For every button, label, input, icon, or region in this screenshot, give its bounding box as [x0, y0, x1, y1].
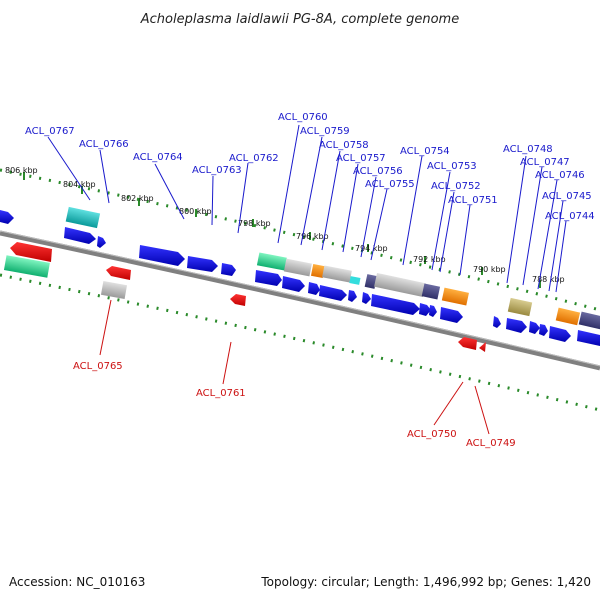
- genome-backbone: [0, 230, 600, 371]
- gene-label[interactable]: ACL_0753: [427, 161, 477, 172]
- gene-arrow[interactable]: [0, 210, 14, 224]
- gene-arrow[interactable]: [64, 227, 96, 244]
- gene-block[interactable]: [349, 276, 361, 285]
- gene-block[interactable]: [322, 265, 352, 283]
- upper-gene-labels: ACL_0767 ACL_0766 ACL_0764 ACL_0763 ACL_…: [25, 112, 595, 222]
- gene-arrow[interactable]: [458, 337, 477, 350]
- gene-label[interactable]: ACL_0767: [25, 126, 75, 137]
- gene-label[interactable]: ACL_0761: [196, 388, 246, 399]
- gene-label[interactable]: ACL_0755: [365, 179, 415, 190]
- gene-arrow[interactable]: [371, 294, 420, 315]
- lower-tick-ring: [0, 273, 600, 412]
- gene-block[interactable]: [578, 311, 600, 330]
- gene-block[interactable]: [256, 252, 287, 271]
- gene-arrow[interactable]: [429, 305, 437, 317]
- kbp-label: 798 kbp: [238, 219, 271, 228]
- genome-summary-text: Topology: circular; Length: 1,496,992 bp…: [260, 575, 591, 589]
- gene-label[interactable]: ACL_0746: [535, 170, 585, 181]
- gene-features-outer: [0, 206, 600, 330]
- gene-features-reverse: [3, 242, 486, 352]
- gene-arrow[interactable]: [479, 342, 486, 352]
- gene-label[interactable]: ACL_0758: [319, 140, 369, 151]
- gene-arrow[interactable]: [319, 285, 347, 301]
- gene-label[interactable]: ACL_0752: [431, 181, 481, 192]
- gene-label[interactable]: ACL_0765: [73, 361, 123, 372]
- kbp-label: 806 kbp: [5, 166, 38, 175]
- gene-label[interactable]: ACL_0749: [466, 438, 516, 449]
- gene-features-inner: [64, 227, 600, 346]
- gene-label[interactable]: ACL_0757: [336, 153, 386, 164]
- gene-arrow[interactable]: [493, 316, 501, 328]
- gene-arrow[interactable]: [106, 266, 131, 280]
- gene-arrow[interactable]: [187, 256, 218, 272]
- gene-arrow[interactable]: [282, 276, 305, 292]
- gene-arrow[interactable]: [97, 236, 106, 248]
- gene-arrow[interactable]: [529, 321, 540, 334]
- gene-label[interactable]: ACL_0750: [407, 429, 457, 440]
- gene-label[interactable]: ACL_0760: [278, 112, 328, 123]
- genome-backbone-highlight: [0, 230, 600, 367]
- gene-block[interactable]: [507, 297, 533, 317]
- gene-arrow[interactable]: [221, 263, 236, 276]
- gene-label[interactable]: ACL_0744: [545, 211, 595, 222]
- gene-block[interactable]: [374, 272, 426, 298]
- gene-arrow[interactable]: [440, 307, 463, 323]
- gene-label[interactable]: ACL_0751: [448, 195, 498, 206]
- gene-label[interactable]: ACL_0754: [400, 146, 450, 157]
- gene-block[interactable]: [555, 307, 581, 326]
- gene-label[interactable]: ACL_0763: [192, 165, 242, 176]
- gene-label[interactable]: ACL_0766: [79, 139, 129, 150]
- kbp-label: 800 kbp: [179, 207, 212, 216]
- kbp-label: 796 kbp: [296, 232, 329, 241]
- gene-block[interactable]: [283, 258, 312, 277]
- gene-block[interactable]: [421, 283, 441, 300]
- upper-leader-lines: [47, 124, 567, 293]
- kbp-label: 788 kbp: [532, 275, 565, 284]
- gene-arrow[interactable]: [539, 324, 548, 336]
- gene-block[interactable]: [3, 255, 50, 278]
- kbp-label: 794 kbp: [355, 244, 388, 253]
- gene-arrow[interactable]: [230, 294, 246, 306]
- gene-arrow[interactable]: [348, 290, 357, 302]
- gene-arrow[interactable]: [577, 330, 600, 346]
- gene-arrow[interactable]: [308, 282, 320, 295]
- gene-label[interactable]: ACL_0756: [353, 166, 403, 177]
- accession-text: Accession: NC_010163: [9, 575, 145, 589]
- gene-block[interactable]: [100, 281, 128, 299]
- gene-arrow[interactable]: [139, 245, 185, 266]
- kbp-label: 792 kbp: [413, 255, 446, 264]
- gene-arrow[interactable]: [419, 303, 431, 316]
- gene-label[interactable]: ACL_0747: [520, 157, 570, 168]
- gene-arrow[interactable]: [506, 318, 527, 333]
- genome-title: Acholeplasma laidlawii PG-8A, complete g…: [140, 12, 459, 27]
- lower-leader-lines: [99, 299, 490, 435]
- gene-label[interactable]: ACL_0748: [503, 144, 553, 155]
- gene-arrow[interactable]: [10, 242, 52, 262]
- lower-gene-labels: ACL_0765 ACL_0761 ACL_0750 ACL_0749: [73, 361, 516, 449]
- kbp-label: 790 kbp: [473, 265, 506, 274]
- gene-label[interactable]: ACL_0762: [229, 153, 279, 164]
- gene-block[interactable]: [441, 287, 469, 306]
- gene-arrow[interactable]: [362, 292, 371, 304]
- kbp-label: 802 kbp: [121, 194, 154, 203]
- gene-block[interactable]: [310, 263, 326, 279]
- gene-arrow[interactable]: [549, 326, 571, 342]
- gene-label[interactable]: ACL_0764: [133, 152, 183, 163]
- gene-block[interactable]: [65, 206, 101, 229]
- gene-arrow[interactable]: [255, 270, 282, 286]
- gene-block[interactable]: [364, 274, 378, 289]
- gene-label[interactable]: ACL_0759: [300, 126, 350, 137]
- kbp-tick-labels: 806 kbp 804 kbp 802 kbp 800 kbp 798 kbp …: [5, 166, 565, 284]
- gene-label[interactable]: ACL_0745: [542, 191, 592, 202]
